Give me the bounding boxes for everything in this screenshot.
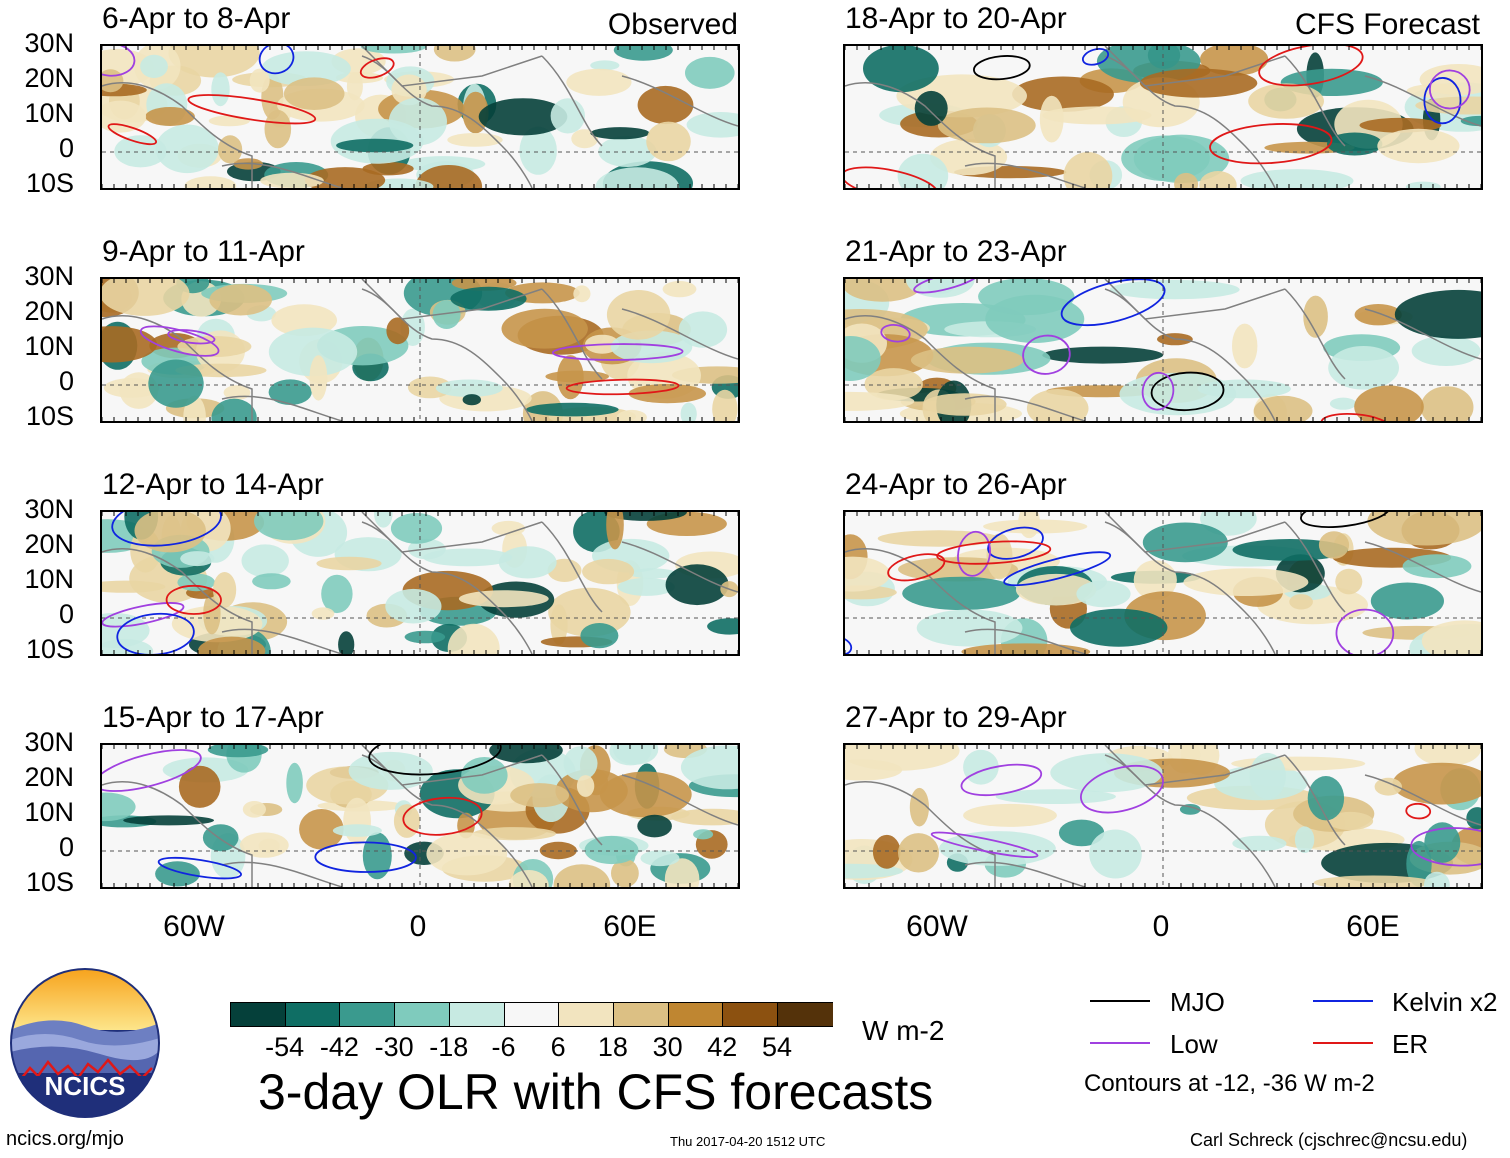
- lon-label-60w-left: 60W: [163, 910, 225, 943]
- footer-timestamp: Thu 2017-04-20 1512 UTC: [670, 1134, 826, 1149]
- colorbar-label-0: -54: [265, 1032, 305, 1062]
- lat-label-row4-0: 30N: [24, 727, 74, 757]
- lat-label-row1-0: 30N: [24, 28, 74, 58]
- legend-kelvin-swatch: [1313, 1000, 1373, 1002]
- forecast-map-4: [843, 743, 1483, 889]
- ncics-logo: NCICS: [10, 968, 160, 1118]
- lon-label-0-right: 0: [1152, 910, 1170, 943]
- colorbar-cell-7: [612, 1002, 669, 1027]
- observed-panel-2-date: 9-Apr to 11-Apr: [102, 235, 305, 268]
- lat-label-row1-2: 10N: [24, 98, 74, 128]
- forecast-panel-1-date: 18-Apr to 20-Apr: [845, 2, 1067, 35]
- colorbar-label-2: -30: [374, 1032, 414, 1062]
- lat-label-row2-2: 10N: [24, 331, 74, 361]
- lat-label-row4-1: 20N: [24, 762, 74, 792]
- observed-map-3: [100, 510, 740, 656]
- lat-label-row4-3: 0: [58, 832, 74, 862]
- lon-label-60e-left: 60E: [603, 910, 657, 943]
- lat-label-row3-4: 10S: [25, 634, 74, 664]
- colorbar-label-8: 42: [707, 1032, 738, 1062]
- lat-label-row1-3: 0: [58, 133, 74, 163]
- colorbar-label-1: -42: [319, 1032, 359, 1062]
- lat-label-row3-1: 20N: [24, 529, 74, 559]
- lon-label-60w-right: 60W: [906, 910, 968, 943]
- forecast-panel-3-date: 24-Apr to 26-Apr: [845, 468, 1067, 501]
- colorbar-cell-6: [558, 1002, 614, 1027]
- lat-label-row2-0: 30N: [24, 261, 74, 291]
- colorbar-units: W m-2: [862, 1015, 945, 1046]
- observed-panel-3-date: 12-Apr to 14-Apr: [102, 468, 324, 501]
- colorbar-label-5: 6: [550, 1032, 566, 1062]
- forecast-panel-2-date: 21-Apr to 23-Apr: [845, 235, 1067, 268]
- legend-mjo-label: MJO: [1170, 987, 1225, 1017]
- colorbar-label-4: -6: [491, 1032, 516, 1062]
- lat-label-row1-1: 20N: [24, 63, 74, 93]
- lat-label-row2-1: 20N: [24, 296, 74, 326]
- observed-panel-1-date: 6-Apr to 8-Apr: [102, 2, 291, 35]
- colorbar-cell-8: [667, 1002, 724, 1027]
- footer-url[interactable]: ncics.org/mjo: [6, 1128, 124, 1150]
- lon-label-60e-right: 60E: [1346, 910, 1400, 943]
- observed-map-2: [100, 277, 740, 423]
- legend-low-label: Low: [1170, 1029, 1218, 1059]
- legend-low-swatch: [1090, 1042, 1150, 1044]
- colorbar-label-9: 54: [761, 1032, 793, 1062]
- lat-label-row3-2: 10N: [24, 564, 74, 594]
- lat-label-row4-4: 10S: [25, 867, 74, 897]
- colorbar-cell-10: [777, 1002, 833, 1027]
- lat-label-row3-0: 30N: [24, 494, 74, 524]
- colorbar-cell-3: [394, 1002, 450, 1027]
- lat-label-row1-4: 10S: [25, 168, 74, 198]
- colorbar-label-7: 30: [652, 1032, 683, 1062]
- legend-er-swatch: [1313, 1042, 1373, 1044]
- colorbar-cell-4: [448, 1002, 505, 1027]
- legend-note: Contours at -12, -36 W m-2: [1084, 1070, 1375, 1097]
- forecast-map-2: [843, 277, 1483, 423]
- lat-label-row2-3: 0: [58, 366, 74, 396]
- colorbar-cell-0: [230, 1002, 286, 1027]
- legend-er-label: ER: [1392, 1029, 1429, 1059]
- logo-text: NCICS: [45, 1071, 126, 1101]
- observed-map-4: [100, 743, 740, 889]
- forecast-panel-4-date: 27-Apr to 29-Apr: [845, 701, 1067, 734]
- observed-header: Observed: [607, 8, 738, 41]
- colorbar-label-3: -18: [429, 1032, 469, 1062]
- colorbar-cell-1: [284, 1002, 341, 1027]
- forecast-map-3: [843, 510, 1483, 656]
- lat-label-row2-4: 10S: [25, 401, 74, 431]
- colorbar-label-6: 18: [597, 1032, 628, 1062]
- lon-label-0-left: 0: [409, 910, 427, 943]
- observed-panel-4-date: 15-Apr to 17-Apr: [102, 701, 324, 734]
- figure-title: 3-day OLR with CFS forecasts: [258, 1064, 934, 1120]
- footer-author: Carl Schreck (cjschrec@ncsu.edu): [1190, 1130, 1468, 1150]
- colorbar-cell-2: [339, 1002, 396, 1027]
- colorbar-cell-5: [503, 1002, 560, 1027]
- lat-label-row4-2: 10N: [24, 797, 74, 827]
- forecast-map-1: [843, 44, 1483, 190]
- forecast-header: CFS Forecast: [1294, 8, 1480, 41]
- observed-map-1: [100, 44, 740, 190]
- legend-kelvin-label: Kelvin x2: [1392, 987, 1498, 1017]
- legend-mjo-swatch: [1090, 1000, 1150, 1002]
- lat-label-row3-3: 0: [58, 599, 74, 629]
- colorbar-cell-9: [722, 1002, 778, 1027]
